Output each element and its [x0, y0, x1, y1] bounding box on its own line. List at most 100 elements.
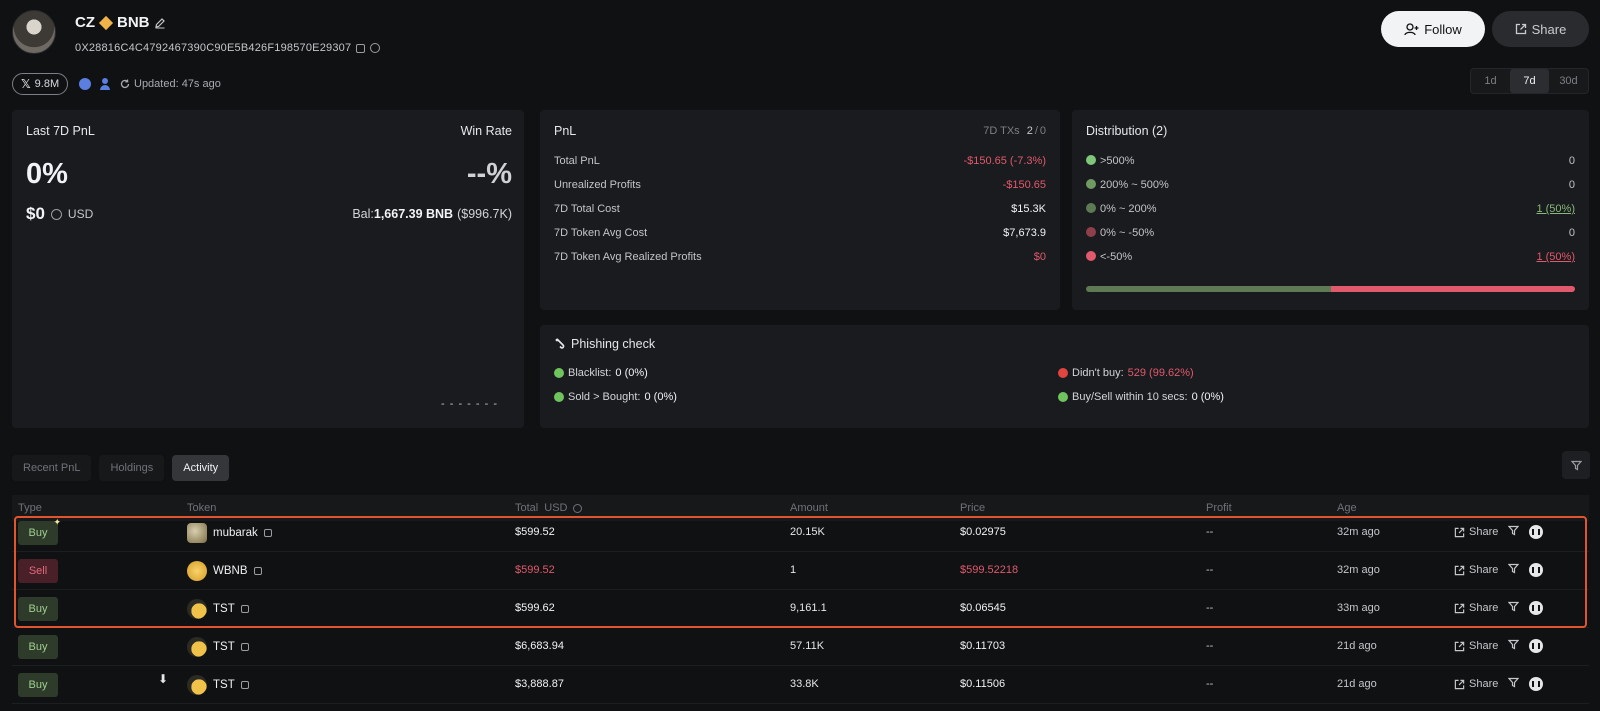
col-type[interactable]: Type — [18, 502, 42, 514]
pnl-row-value: -$150.65 (-7.3%) — [963, 155, 1046, 167]
copy-icon[interactable] — [356, 43, 366, 53]
token-cell[interactable]: TST — [187, 599, 249, 619]
copy-icon[interactable] — [263, 529, 272, 537]
currency-toggle-icon[interactable] — [573, 503, 583, 513]
avatar[interactable] — [12, 10, 56, 54]
col-token[interactable]: Token — [187, 502, 217, 514]
x-followers-badge[interactable]: 𝕏 9.8M — [12, 73, 69, 95]
chart-placeholder: - - - - - - - — [441, 398, 498, 410]
copy-icon[interactable] — [240, 681, 249, 689]
token-cell[interactable]: WBNB — [187, 561, 262, 581]
wallet-address: 0X28816C4C4792467390C90E5B426F198570E293… — [75, 42, 381, 54]
row-filter-button[interactable] — [1508, 677, 1520, 691]
distribution-range: 0% ~ 200% — [1086, 203, 1157, 215]
copy-icon[interactable] — [240, 605, 249, 613]
phishing-item: Blacklist: 0 (0%) — [554, 367, 648, 379]
row-filter-button[interactable] — [1508, 563, 1520, 577]
status-dot-icon — [554, 368, 564, 378]
distribution-row: <-50% 1 (50%) — [1086, 249, 1575, 265]
table-row[interactable]: Buy ✦ mubarak $599.52 20.15K $0.02975 -- 32m ag… — [12, 515, 1589, 552]
edit-pencil-icon[interactable] — [154, 17, 166, 29]
row-filter-button[interactable] — [1508, 525, 1520, 539]
amount-cell: 9,161.1 — [790, 602, 827, 614]
distribution-title: Distribution (2) — [1086, 124, 1168, 138]
filter-icon — [1508, 639, 1520, 650]
row-actions: Share — [1454, 525, 1544, 539]
profit-cell: -- — [1206, 564, 1214, 576]
table-row[interactable]: Sell WBNB $599.52 1 $599.52218 -- 32m ago Share — [12, 553, 1589, 590]
period-7d[interactable]: 7d — [1510, 69, 1549, 93]
token-cell[interactable]: mubarak — [187, 523, 272, 543]
price-cell: $0.11506 — [960, 678, 1006, 690]
filter-button[interactable] — [1562, 451, 1590, 479]
row-filter-button[interactable] — [1508, 601, 1520, 615]
phishing-item-label: Didn't buy: — [1072, 367, 1124, 379]
phishing-item: Sold > Bought: 0 (0%) — [554, 391, 677, 403]
copy-icon[interactable] — [253, 567, 262, 575]
row-share-button[interactable]: Share — [1454, 678, 1498, 690]
row-chart-button[interactable] — [1529, 525, 1544, 539]
status-dot-icon — [1058, 392, 1068, 402]
age-cell: 32m ago — [1337, 564, 1380, 576]
col-total-unit: USD — [544, 502, 568, 514]
period-1d[interactable]: 1d — [1484, 75, 1497, 87]
row-chart-button[interactable] — [1529, 639, 1544, 653]
row-chart-button[interactable] — [1529, 563, 1544, 577]
col-amount[interactable]: Amount — [790, 502, 828, 514]
row-share-button[interactable]: Share — [1454, 564, 1498, 576]
row-share-label: Share — [1469, 640, 1499, 652]
copy-icon[interactable] — [240, 643, 249, 651]
refresh-icon[interactable] — [120, 79, 130, 89]
balance-usd: ($996.7K) — [457, 207, 512, 221]
pnl-title: PnL — [554, 124, 577, 138]
token-cell[interactable]: TST — [187, 637, 249, 657]
table-row[interactable]: Buy TST $3,888.87 33.8K $0.11506 -- 21d ago Sha… — [12, 667, 1589, 704]
distribution-count: 0 — [1568, 179, 1575, 191]
row-chart-button[interactable] — [1529, 601, 1544, 615]
follow-button[interactable]: Follow — [1381, 11, 1485, 47]
phishing-item-value: 0 (0%) — [1191, 391, 1224, 403]
phishing-item-label: Buy/Sell within 10 secs: — [1072, 391, 1188, 403]
updated-status[interactable]: Updated: 47s ago — [120, 78, 221, 90]
table-row[interactable]: Buy TST $6,683.94 57.11K $0.11703 -- 21d ago Sh… — [12, 629, 1589, 666]
pnl-row: Total PnL -$150.65 (-7.3%) — [554, 153, 1046, 169]
col-total[interactable]: Total USD — [515, 502, 583, 514]
distribution-count[interactable]: 1 (50%) — [1536, 203, 1575, 215]
token-cell[interactable]: TST — [187, 675, 249, 695]
pnl-row: 7D Token Avg Realized Profits $0 — [554, 249, 1046, 265]
share-icon — [1515, 23, 1526, 35]
txs-label: 7D TXs — [983, 125, 1020, 137]
row-share-button[interactable]: Share — [1454, 526, 1498, 538]
token-name: TST — [213, 641, 235, 653]
pnl-row-key: 7D Total Cost — [554, 203, 620, 215]
row-filter-button[interactable] — [1508, 639, 1520, 653]
follow-label: Follow — [1424, 21, 1462, 37]
share-profile-button[interactable]: Share — [1492, 11, 1589, 47]
distribution-range: 0% ~ -50% — [1086, 227, 1154, 239]
add-user-icon — [1404, 22, 1419, 35]
total-cell: $599.62 — [515, 602, 555, 614]
tab-recent-pnl[interactable]: Recent PnL — [12, 455, 92, 481]
pnl-label: Last 7D PnL — [26, 124, 95, 138]
winrate-value: --% — [466, 158, 512, 190]
price-cell: $0.02975 — [960, 526, 1006, 538]
tab-holdings[interactable]: Holdings — [99, 455, 165, 481]
tab-activity[interactable]: Activity — [172, 455, 230, 481]
swap-currency-icon[interactable] — [50, 208, 62, 220]
price-cell: $0.11703 — [960, 640, 1006, 652]
col-price[interactable]: Price — [960, 502, 986, 514]
distribution-row: 0% ~ -50% 0 — [1086, 225, 1575, 241]
period-selector: 1d 7d 30d — [1470, 68, 1589, 94]
period-30d[interactable]: 30d — [1559, 75, 1578, 87]
distribution-count[interactable]: 1 (50%) — [1536, 251, 1575, 263]
row-share-button[interactable]: Share — [1454, 602, 1498, 614]
balance-label: Bal: — [352, 207, 374, 221]
tst-token-icon — [187, 675, 207, 695]
row-share-button[interactable]: Share — [1454, 640, 1498, 652]
row-chart-button[interactable] — [1529, 677, 1544, 691]
verified-badge-icon — [79, 78, 91, 90]
col-profit[interactable]: Profit — [1206, 502, 1232, 514]
explorer-icon[interactable] — [370, 43, 381, 53]
col-age[interactable]: Age — [1337, 502, 1357, 514]
phishing-item: Didn't buy: 529 (99.62%) — [1058, 367, 1194, 379]
